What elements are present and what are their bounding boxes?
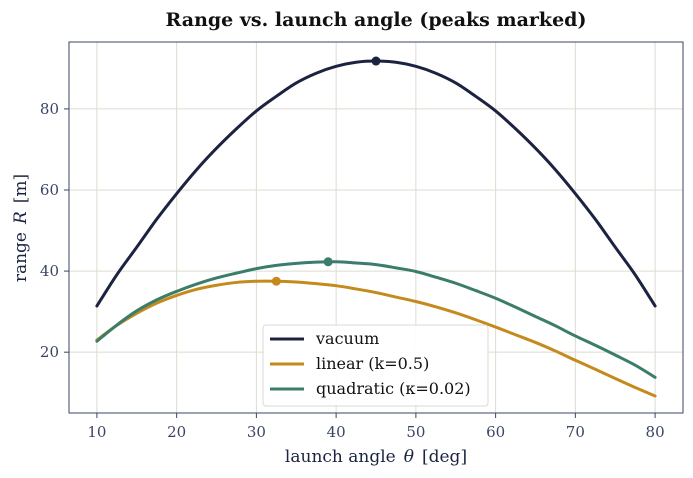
x-tick-label: 50	[406, 423, 425, 441]
peak-markers	[271, 56, 381, 286]
y-axis-unit: [m]	[11, 174, 31, 203]
y-tick-label: 40	[40, 262, 59, 280]
y-axis-symbol: R	[11, 211, 31, 225]
series-line-vacuum	[95, 59, 657, 308]
y-axis-label: range R [m]	[11, 174, 31, 282]
x-axis-label-text: launch angle	[285, 447, 396, 467]
legend-box	[262, 324, 489, 407]
x-tick-label: 80	[646, 423, 665, 441]
x-axis-label: launch angle θ [deg]	[285, 447, 467, 467]
plot-area-frame	[68, 41, 684, 414]
peak-marker-vacuum	[371, 56, 381, 66]
x-axis-unit: [deg]	[422, 447, 467, 467]
series-line-quadratic	[95, 260, 657, 379]
chart-title: Range vs. launch angle (peaks marked)	[166, 9, 587, 31]
y-tick-label: 80	[40, 100, 59, 118]
x-tick-label: 60	[486, 423, 505, 441]
x-tick-label: 10	[87, 423, 106, 441]
axis-ticks: 10 20 30 40 50 60 70 80 20 40 60 80	[40, 100, 665, 441]
y-tick-label: 60	[40, 181, 59, 199]
y-tick-label: 20	[40, 343, 59, 361]
series-line-linear	[95, 279, 657, 398]
x-axis-symbol: θ	[404, 447, 414, 467]
legend: vacuum linear (k=0.5) quadratic (κ=0.02)	[262, 324, 489, 407]
x-tick-label: 40	[327, 423, 346, 441]
x-tick-label: 30	[247, 423, 266, 441]
x-tick-label: 70	[566, 423, 585, 441]
peak-marker-linear	[271, 276, 281, 286]
legend-label-quadratic: quadratic (κ=0.02)	[316, 379, 471, 398]
x-tick-label: 20	[167, 423, 186, 441]
peak-marker-quadratic	[323, 257, 333, 267]
y-axis-label-text: range	[11, 232, 31, 282]
legend-label-linear: linear (k=0.5)	[316, 354, 429, 373]
legend-label-vacuum: vacuum	[315, 329, 379, 348]
